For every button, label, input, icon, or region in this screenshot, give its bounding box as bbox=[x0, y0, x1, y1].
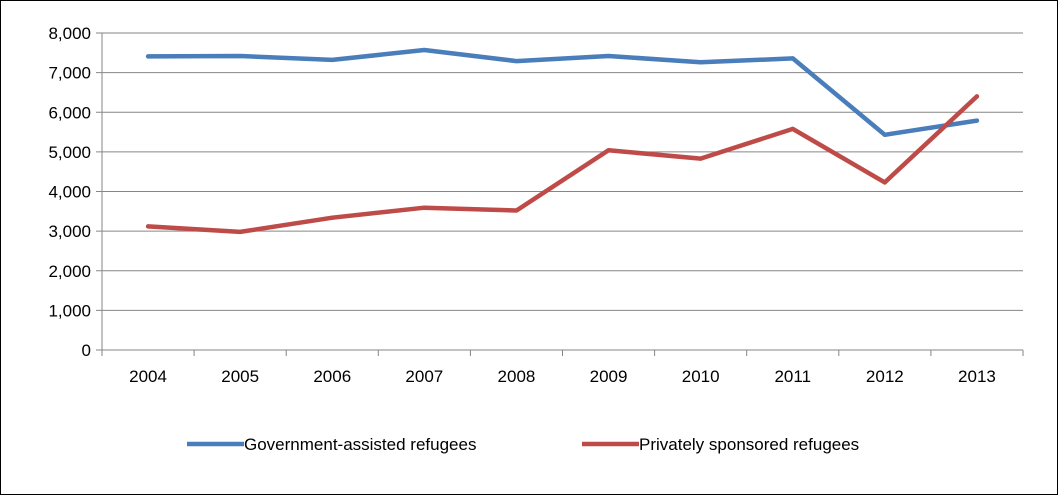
data-point bbox=[790, 56, 795, 61]
y-tick-label: 2,000 bbox=[48, 262, 91, 281]
y-tick-label: 4,000 bbox=[48, 183, 91, 202]
y-tick-label: 8,000 bbox=[48, 24, 91, 43]
data-point bbox=[882, 132, 887, 137]
data-point bbox=[698, 156, 703, 161]
legend-label: Government-assisted refugees bbox=[244, 435, 476, 454]
x-tick-label: 2012 bbox=[866, 367, 904, 386]
y-tick-label: 5,000 bbox=[48, 143, 91, 162]
data-point bbox=[238, 53, 243, 58]
data-point bbox=[514, 59, 519, 64]
x-tick-labels: 2004 2005 2006 2007 2008 2009 2010 2011 2012 2013 bbox=[129, 367, 996, 386]
x-tick-label: 2013 bbox=[958, 367, 996, 386]
data-point bbox=[790, 126, 795, 131]
x-tick-label: 2011 bbox=[774, 367, 811, 386]
data-point bbox=[330, 57, 335, 62]
y-tick-label: 1,000 bbox=[48, 301, 91, 320]
data-point bbox=[146, 224, 151, 229]
axes bbox=[96, 32, 1024, 356]
x-tick-label: 2008 bbox=[498, 367, 536, 386]
data-point bbox=[422, 48, 427, 53]
data-point bbox=[606, 53, 611, 58]
data-point bbox=[698, 60, 703, 65]
legend-label: Privately sponsored refugees bbox=[639, 435, 859, 454]
x-tick-label: 2004 bbox=[129, 367, 167, 386]
x-tick-label: 2006 bbox=[313, 367, 351, 386]
series-line-2 bbox=[145, 94, 980, 235]
data-point bbox=[422, 205, 427, 210]
data-point bbox=[514, 208, 519, 213]
y-tick-label: 3,000 bbox=[48, 222, 91, 241]
legend: Government-assisted refugees Privately sp… bbox=[187, 435, 859, 454]
y-tick-label: 0 bbox=[82, 341, 91, 360]
x-tick-label: 2010 bbox=[682, 367, 720, 386]
x-tick-label: 2005 bbox=[221, 367, 259, 386]
y-tick-labels: 0 1,000 2,000 3,000 4,000 5,000 6,000 7,000 8,00… bbox=[48, 24, 91, 360]
gridlines bbox=[102, 32, 1023, 311]
y-tick-label: 7,000 bbox=[48, 64, 91, 83]
x-tick-label: 2007 bbox=[405, 367, 443, 386]
data-point bbox=[606, 148, 611, 153]
data-point bbox=[238, 229, 243, 234]
series-lines bbox=[145, 47, 980, 235]
x-tick-label: 2009 bbox=[590, 367, 628, 386]
data-point bbox=[974, 118, 979, 123]
data-point bbox=[974, 94, 979, 99]
data-point bbox=[146, 54, 151, 59]
y-tick-label: 6,000 bbox=[48, 103, 91, 122]
series-line-1 bbox=[145, 47, 980, 138]
data-point bbox=[882, 180, 887, 185]
data-point bbox=[330, 215, 335, 220]
